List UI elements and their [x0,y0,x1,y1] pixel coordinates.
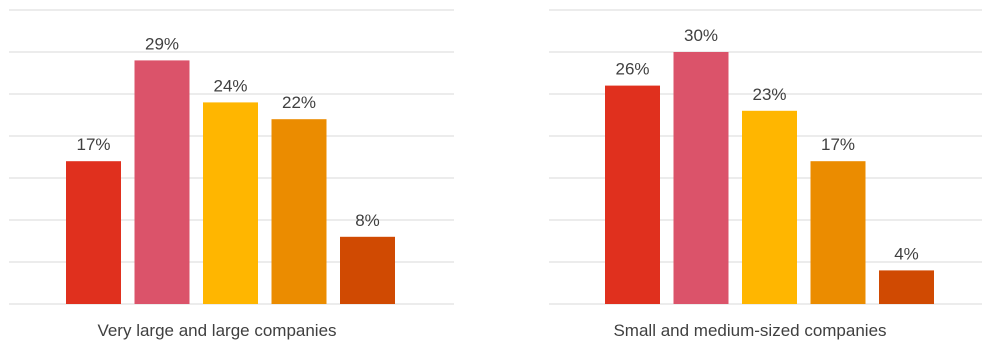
bar-value-label: 8% [355,211,380,230]
bar-value-label: 30% [684,26,718,45]
bar-value-label: 4% [894,244,919,263]
bar [203,102,258,305]
bar [742,110,797,304]
bar-value-label: 29% [145,34,179,53]
bar-value-label: 23% [752,85,786,104]
bar-value-label: 24% [213,76,247,95]
bar [879,270,934,304]
chart-panel-sme-companies: 26% 30% 23% 17% 4% Small and medium-sized com… [549,9,982,340]
bar [673,52,729,304]
xlabel-sme-companies: Small and medium-sized companies [613,321,886,340]
bar [134,60,190,305]
bar-value-label: 22% [282,93,316,112]
bar [340,236,395,304]
bar [810,161,866,304]
xlabel-large-companies: Very large and large companies [97,321,336,340]
bar [605,85,660,304]
bar [271,119,327,304]
bar-value-label: 17% [821,135,855,154]
chart-panel-large-companies: 17% 29% 24% 22% 8% Very large and large compa… [9,9,454,340]
bar-value-label: 26% [615,60,649,79]
bar-value-label: 17% [76,135,110,154]
bar [66,161,121,304]
